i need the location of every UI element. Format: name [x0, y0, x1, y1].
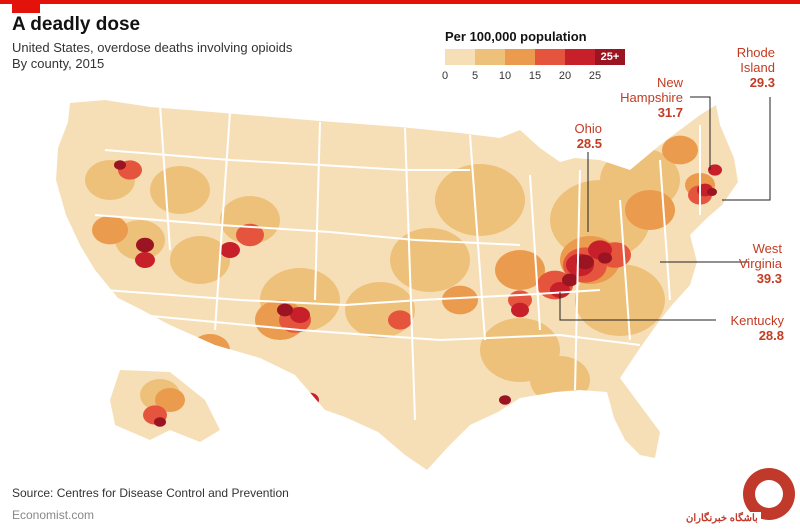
legend-title: Per 100,000 population: [445, 29, 587, 44]
publisher-credit: Economist.com: [12, 508, 95, 522]
region-10-15-7: [442, 285, 478, 315]
state-borders: [94, 104, 701, 421]
region-10-15-9: [155, 388, 185, 412]
legend-tick-10: 10: [498, 70, 512, 82]
callout-west-virginia: West Virginia 39.3: [712, 241, 782, 286]
legend-swatch-15-20: [535, 49, 565, 65]
callout-rhode-island-value: 29.3: [749, 75, 775, 90]
region-10-15-2: [495, 250, 545, 290]
chart-title: A deadly dose: [12, 14, 141, 35]
region-25-plus-3: [136, 237, 154, 253]
region-25-plus-1: [562, 273, 578, 287]
region-20-25-5: [135, 252, 155, 268]
callout-new-hampshire-name-2: Hampshire: [620, 90, 683, 105]
region-5-10-12: [170, 236, 230, 284]
callout-ohio: Ohio 28.5: [560, 121, 602, 151]
callout-kentucky: Kentucky 28.8: [712, 313, 784, 343]
legend-tick-0: 0: [441, 70, 449, 82]
legend-tick-5: 5: [471, 70, 479, 82]
region-5-10-7: [150, 166, 210, 214]
callout-west-virginia-name-2: Virginia: [738, 256, 782, 271]
leader-kentucky: [559, 292, 716, 321]
legend-tick-15: 15: [528, 70, 542, 82]
callout-new-hampshire: New Hampshire 31.7: [595, 75, 683, 120]
source-note: Source: Centres for Disease Control and …: [12, 486, 289, 500]
header-rule: [0, 0, 800, 4]
region-10-15-4: [190, 334, 230, 366]
region-10-15-5: [662, 135, 698, 165]
region-25-plus-5: [707, 188, 717, 196]
region-20-25-3: [290, 307, 310, 323]
map-fill: [56, 100, 738, 470]
region-25-plus-6: [114, 160, 126, 170]
region-25-plus-0: [576, 254, 594, 270]
region-15-20-8: [388, 310, 412, 330]
region-25-plus-7: [499, 395, 511, 405]
subtitle-line-2: By county, 2015: [12, 56, 105, 71]
watermark-logo: [743, 468, 795, 520]
callout-kentucky-value: 28.8: [758, 328, 784, 343]
leader-rhode-island: [722, 97, 771, 201]
region-10-15-8: [92, 215, 128, 245]
callout-ohio-name: Ohio: [574, 121, 602, 136]
legend-swatch-25-plus: 25+: [595, 49, 625, 65]
legend-tick-20: 20: [558, 70, 572, 82]
chart-subtitle: United States, overdose deaths involving…: [12, 40, 292, 72]
region-25-plus-8: [154, 417, 166, 427]
subtitle-line-1: United States, overdose deaths involving…: [12, 40, 293, 55]
region-10-15-1: [625, 190, 675, 230]
legend-swatch-10-15: [505, 49, 535, 65]
region-5-10-2: [345, 282, 415, 338]
callout-rhode-island-name-1: Rhode: [736, 45, 775, 60]
region-5-10-6: [220, 196, 280, 244]
callout-west-virginia-value: 39.3: [756, 271, 782, 286]
callout-rhode-island-name-2: Island: [740, 60, 775, 75]
region-15-20-4: [236, 223, 264, 247]
callout-rhode-island: Rhode Island 29.3: [705, 45, 775, 90]
legend-swatch-5-10: [475, 49, 505, 65]
callout-kentucky-name: Kentucky: [730, 313, 784, 328]
region-20-25-9: [301, 392, 319, 408]
region-20-25-2: [550, 282, 570, 298]
region-20-25-4: [220, 242, 240, 258]
region-20-25-7: [708, 164, 722, 176]
region-5-10-1: [390, 228, 470, 292]
watermark-logo-inner: [755, 480, 783, 508]
region-5-10-11: [530, 356, 590, 404]
region-5-10-0: [435, 164, 525, 236]
region-25-plus-4: [277, 303, 293, 317]
watermark-text: باشگاه خبرنگاران: [683, 512, 761, 525]
callout-new-hampshire-name-1: New: [656, 75, 683, 90]
leader-new-hampshire: [690, 96, 711, 170]
region-20-25-8: [511, 302, 529, 318]
callout-west-virginia-name-1: West: [752, 241, 782, 256]
legend-swatch-0-5: [445, 49, 475, 65]
leader-lines: [559, 96, 771, 321]
legend-tick-25: 25: [588, 70, 602, 82]
region-25-plus-2: [598, 252, 612, 264]
callout-new-hampshire-value: 31.7: [657, 105, 683, 120]
brand-tag: [12, 4, 40, 13]
legend-swatch-20-25: [565, 49, 595, 65]
callout-ohio-value: 28.5: [576, 136, 602, 151]
